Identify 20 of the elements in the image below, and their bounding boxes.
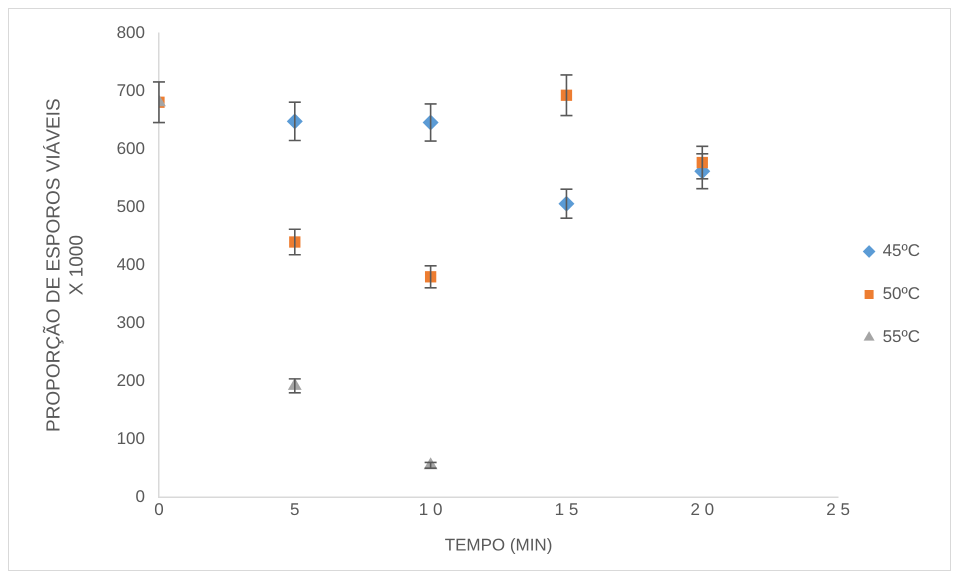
y-tick-label: 200 bbox=[116, 370, 145, 390]
y-tick-label: 400 bbox=[116, 254, 145, 274]
y-tick-label: 800 bbox=[116, 22, 145, 42]
legend-label: 55ºC bbox=[882, 327, 920, 346]
legend-label: 45ºC bbox=[882, 241, 920, 260]
y-tick-label: 700 bbox=[116, 80, 145, 100]
x-tick-label: 2 0 bbox=[690, 500, 714, 520]
x-tick-label: 5 bbox=[290, 500, 300, 520]
legend-label: 50ºC bbox=[882, 284, 920, 304]
y-tick-label: 600 bbox=[116, 138, 145, 158]
y-tick-label: 0 bbox=[135, 486, 145, 506]
x-tick-label: 1 5 bbox=[554, 500, 578, 520]
x-tick-label: 0 bbox=[154, 500, 164, 520]
y-tick-label: 100 bbox=[116, 428, 145, 448]
x-tick-label: 1 0 bbox=[418, 500, 442, 520]
x-axis-title: TEMPO (MIN) bbox=[444, 535, 552, 554]
y-tick-label: 300 bbox=[116, 312, 145, 332]
y-tick-label: 500 bbox=[116, 196, 145, 216]
x-tick-label: 2 5 bbox=[826, 500, 850, 520]
y-axis-title: PROPORÇÃO DE ESPOROS VIÁVEIS X 1000 bbox=[42, 98, 88, 432]
